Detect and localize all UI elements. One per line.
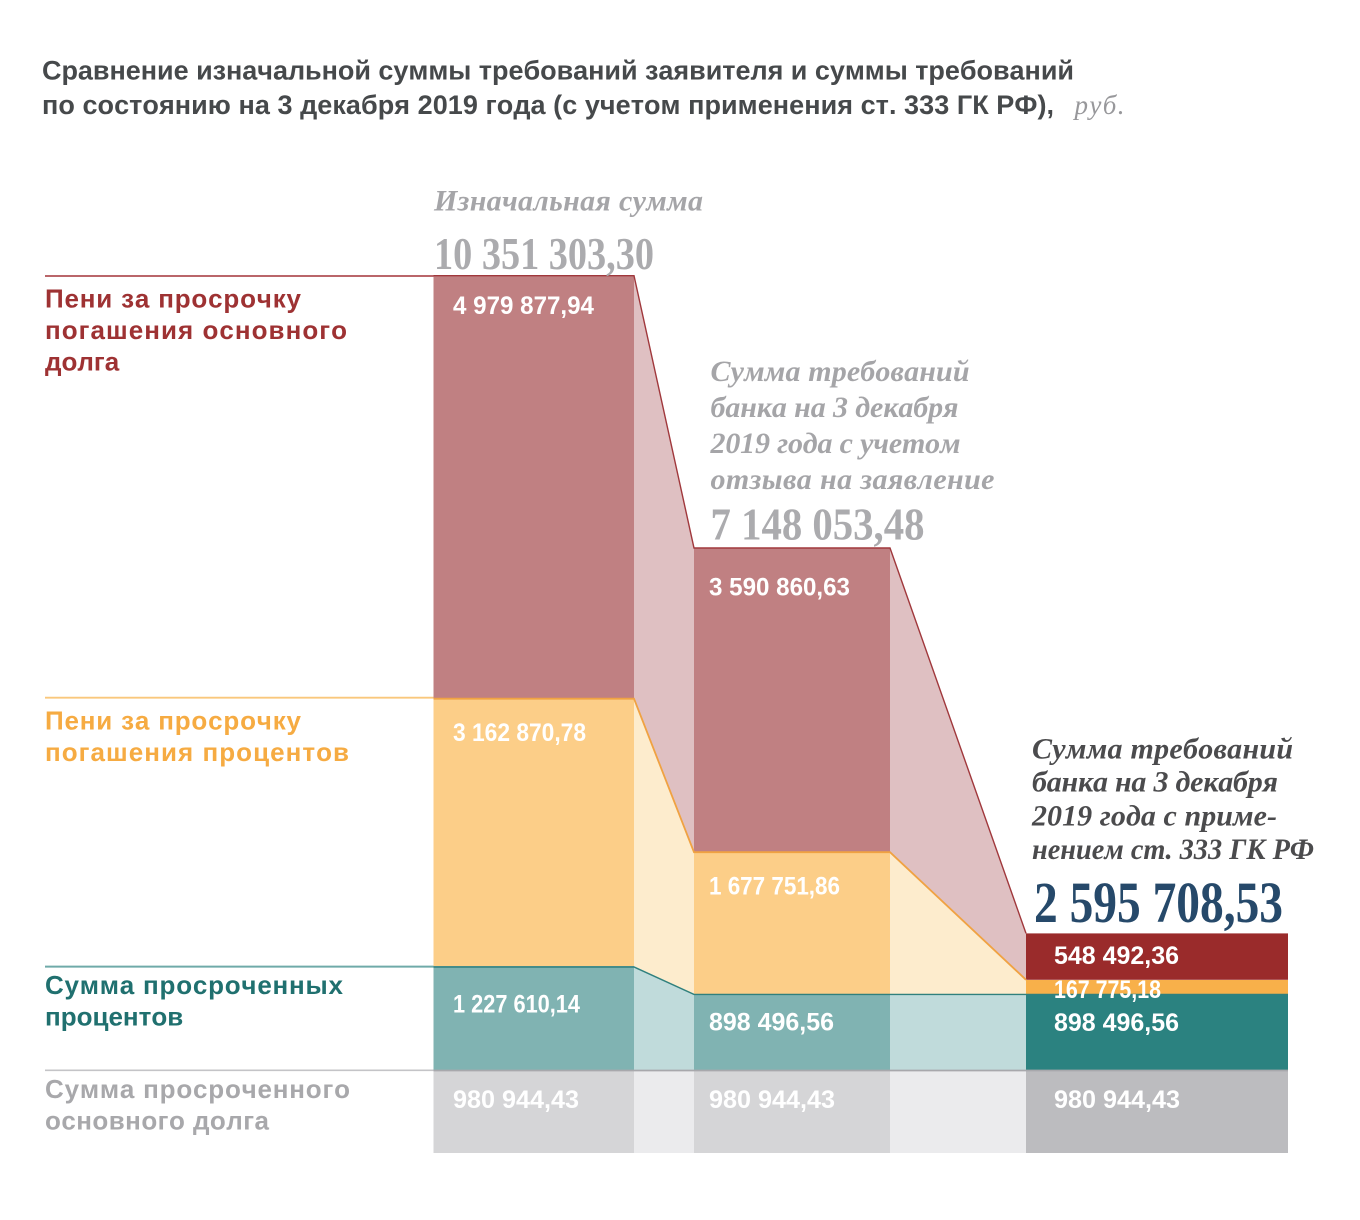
svg-text:2019 года с учетом: 2019 года с учетом [710,427,961,460]
svg-text:Сумма требований: Сумма требований [711,355,970,388]
svg-text:7 148 053,48: 7 148 053,48 [711,498,925,549]
svg-text:167 775,18: 167 775,18 [1054,976,1161,1004]
svg-text:Сравнение изначальной суммы тр: Сравнение изначальной суммы требований з… [42,56,1074,86]
svg-text:нением ст. 333 ГК РФ: нением ст. 333 ГК РФ [1032,833,1314,866]
svg-text:процентов: процентов [45,1002,183,1032]
svg-text:2019 года с приме-: 2019 года с приме- [1031,800,1277,833]
svg-text:898 496,56: 898 496,56 [709,1009,834,1037]
svg-text:Пени за просрочку: Пени за просрочку [45,284,302,314]
svg-text:погашения основного: погашения основного [45,315,347,345]
svg-text:3 162 870,78: 3 162 870,78 [453,719,586,747]
svg-text:долга: долга [45,346,120,376]
svg-text:3 590 860,63: 3 590 860,63 [709,574,850,602]
svg-text:548 492,36: 548 492,36 [1054,942,1179,970]
svg-text:980 944,43: 980 944,43 [453,1086,579,1114]
svg-text:1 677 751,86: 1 677 751,86 [709,873,840,901]
svg-text:Сумма просроченного: Сумма просроченного [45,1074,350,1104]
svg-text:10 351 303,30: 10 351 303,30 [434,229,654,279]
svg-text:980 944,43: 980 944,43 [709,1086,835,1114]
svg-text:Сумма требований: Сумма требований [1032,732,1293,765]
svg-text:2 595 708,53: 2 595 708,53 [1034,870,1283,935]
svg-text:отзыва на заявление: отзыва на заявление [711,463,995,496]
svg-text:основного долга: основного долга [45,1105,270,1135]
svg-text:Сумма просроченных: Сумма просроченных [45,970,344,1000]
svg-text:Изначальная сумма: Изначальная сумма [433,185,703,218]
svg-text:банка на 3 декабря: банка на 3 декабря [1032,766,1278,799]
svg-text:4 979 877,94: 4 979 877,94 [453,292,594,320]
svg-text:898 496,56: 898 496,56 [1054,1009,1179,1037]
svg-text:Пени за просрочку: Пени за просрочку [45,706,302,736]
svg-text:руб.: руб. [1073,90,1125,120]
svg-text:банка на 3 декабря: банка на 3 декабря [711,391,959,424]
svg-text:погашения процентов: погашения процентов [45,737,349,767]
svg-text:1 227 610,14: 1 227 610,14 [453,990,580,1018]
svg-text:980 944,43: 980 944,43 [1054,1086,1180,1114]
svg-text:по состоянию на 3 декабря 2019: по состоянию на 3 декабря 2019 года (с у… [42,90,1054,120]
